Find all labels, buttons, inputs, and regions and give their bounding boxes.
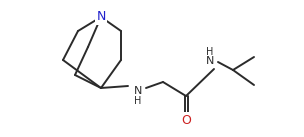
Text: N: N (96, 11, 106, 24)
Text: N: N (206, 56, 214, 66)
Text: H: H (206, 47, 214, 57)
Text: H: H (134, 96, 142, 106)
Text: O: O (181, 113, 191, 126)
Text: N: N (134, 86, 142, 96)
